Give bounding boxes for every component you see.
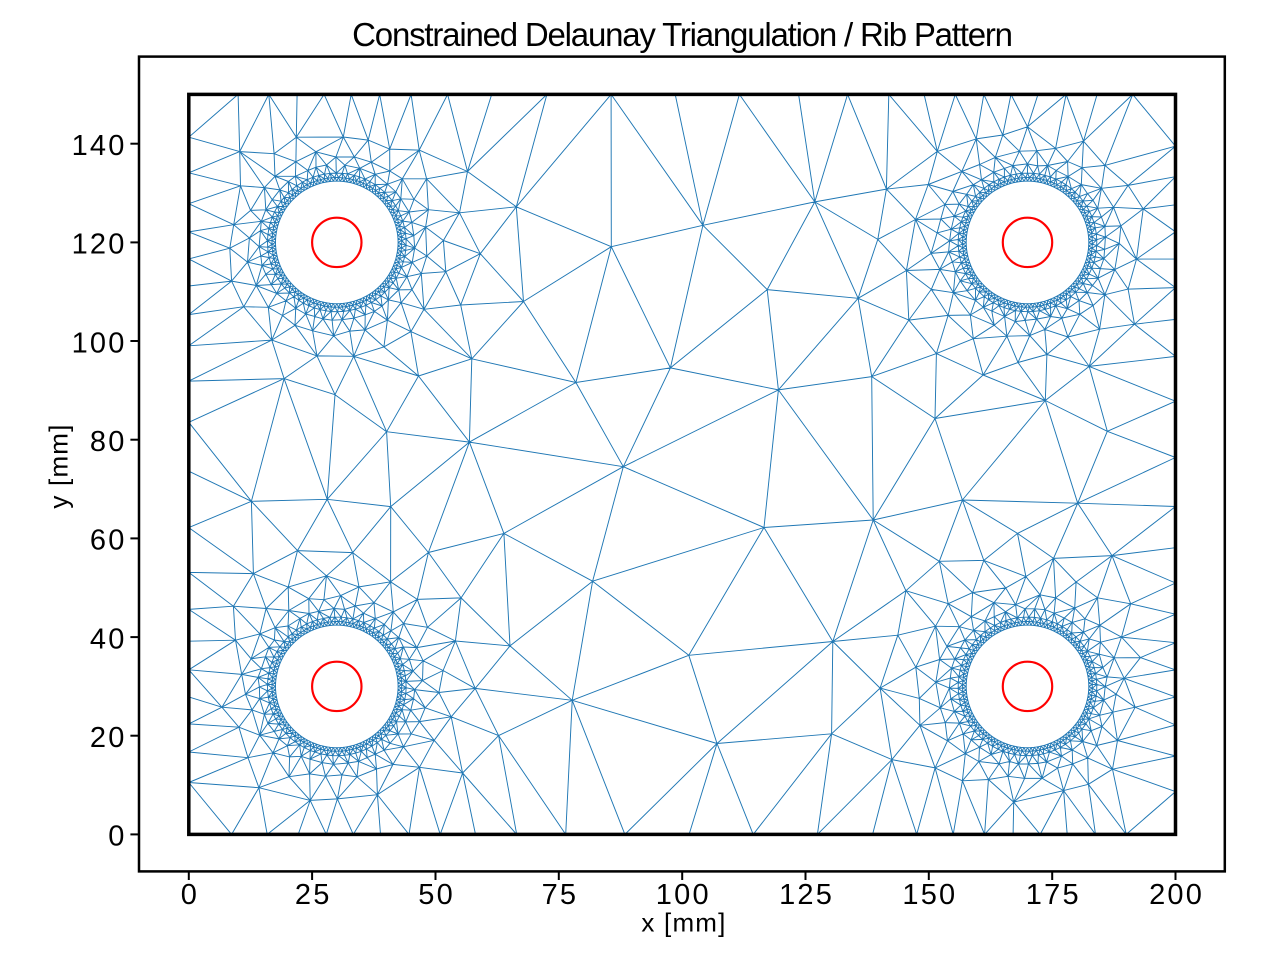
svg-text:40: 40 [90,623,127,655]
svg-text:x [mm]: x [mm] [641,908,726,938]
svg-text:175: 175 [1026,879,1081,911]
svg-text:80: 80 [90,426,127,458]
svg-text:140: 140 [72,130,127,162]
svg-text:50: 50 [418,879,455,911]
svg-text:60: 60 [90,525,127,557]
svg-text:100: 100 [72,327,127,359]
svg-text:100: 100 [656,879,711,911]
svg-text:150: 150 [902,879,957,911]
svg-text:Constrained Delaunay Triangula: Constrained Delaunay Triangulation / Rib… [352,16,1012,53]
svg-text:120: 120 [72,229,127,261]
svg-text:125: 125 [779,879,834,911]
svg-text:20: 20 [90,722,127,754]
svg-text:25: 25 [295,879,332,911]
svg-text:0: 0 [181,879,199,911]
svg-text:0: 0 [108,821,126,853]
svg-text:75: 75 [542,879,579,911]
svg-text:200: 200 [1149,879,1204,911]
svg-text:y [mm]: y [mm] [44,423,74,508]
